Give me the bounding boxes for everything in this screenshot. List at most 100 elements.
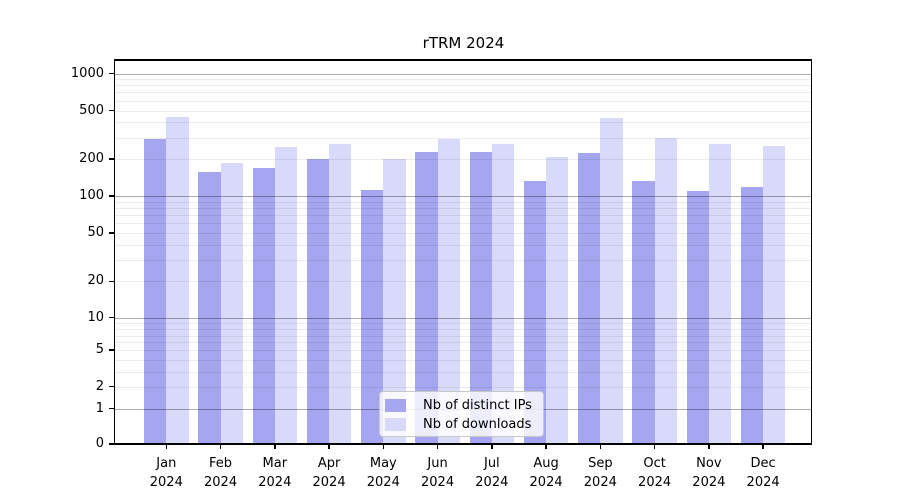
legend-item-distinct-ips: Nb of distinct IPs: [385, 396, 543, 415]
x-tick-mark: [328, 444, 330, 449]
x-tick-mark: [165, 444, 168, 449]
gridline-minor: [115, 79, 812, 81]
x-tick-mark: [219, 444, 222, 449]
gridline-minor: [115, 122, 812, 124]
x-tick-mark: [653, 444, 656, 449]
gridline-minor: [115, 214, 812, 216]
y-tick-mark: [109, 316, 115, 319]
gridline-minor: [115, 281, 812, 283]
gridline-minor: [115, 342, 812, 343]
y-tick-label: 0: [95, 436, 104, 451]
bar-distinct-ips-oct: [632, 181, 655, 444]
y-tick-mark: [109, 349, 115, 351]
legend-label-distinct-ips: Nb of distinct IPs: [423, 398, 532, 413]
y-tick-label: 50: [87, 224, 104, 240]
gridline-minor: [115, 110, 812, 112]
bar-downloads-jul: [491, 144, 515, 444]
y-tick-label: 200: [79, 151, 104, 167]
gridline-minor: [115, 159, 812, 161]
legend-swatch-downloads: [385, 418, 406, 431]
axis-spine-bottom: [113, 443, 813, 445]
gridline-major: [115, 317, 812, 319]
y-tick-mark: [109, 195, 115, 197]
x-tick-label: Nov 2024: [692, 456, 726, 490]
gridline-minor: [115, 85, 812, 87]
legend-label-downloads: Nb of downloads: [423, 417, 532, 432]
x-tick-mark: [491, 444, 493, 449]
gridline-minor: [115, 137, 812, 139]
x-tick-label: Sep 2024: [583, 456, 617, 490]
gridline-minor: [115, 386, 812, 388]
gridline-minor: [115, 350, 812, 351]
y-tick-mark: [109, 109, 115, 112]
y-tick-label: 1: [95, 400, 104, 416]
y-tick-mark: [109, 232, 115, 234]
gridline-minor: [115, 100, 812, 102]
bar-distinct-ips-aug: [523, 181, 547, 444]
x-tick-label: Apr 2024: [312, 456, 346, 490]
chart-title: rTRM 2024: [422, 34, 505, 52]
y-tick-mark: [109, 72, 115, 75]
gridline-minor: [115, 323, 812, 324]
y-tick-label: 100: [79, 188, 104, 203]
bar-downloads-aug: [546, 156, 569, 444]
x-tick-mark: [382, 444, 385, 449]
x-tick-label: Dec 2024: [746, 456, 780, 490]
x-tick-mark: [599, 444, 602, 449]
gridline-minor: [115, 371, 812, 373]
bar-distinct-ips-jul: [469, 151, 492, 444]
gridline-minor: [115, 260, 812, 262]
gridline-major: [115, 196, 812, 197]
axis-spine-left: [113, 59, 116, 445]
y-tick-mark: [109, 443, 115, 445]
y-tick-label: 2: [95, 378, 104, 394]
bar-downloads-mar: [274, 147, 298, 444]
x-tick-label: Jul 2024: [475, 456, 509, 490]
bar-downloads-dec: [763, 145, 786, 444]
gridline-minor: [115, 201, 812, 203]
axis-spine-right: [810, 59, 813, 445]
bar-downloads-sep: [600, 117, 623, 444]
x-tick-label: Jun 2024: [421, 456, 455, 490]
y-tick-mark: [109, 385, 115, 388]
bar-distinct-ips-jun: [415, 151, 438, 444]
y-tick-label: 10: [87, 309, 104, 325]
x-tick-label: Jan 2024: [149, 456, 183, 490]
y-tick-mark: [109, 280, 115, 283]
x-tick-mark: [708, 444, 710, 449]
y-tick-mark: [109, 407, 115, 410]
gridline-minor: [115, 244, 812, 246]
x-tick-label: Aug 2024: [529, 456, 563, 490]
y-tick-mark: [109, 158, 115, 160]
x-tick-label: Feb 2024: [204, 456, 238, 490]
gridline-major: [115, 73, 812, 75]
legend: Nb of distinct IPs Nb of downloads: [379, 391, 544, 437]
bar-downloads-may: [383, 159, 406, 444]
bar-downloads-jun: [437, 138, 460, 444]
axis-spine-top: [113, 59, 813, 61]
y-tick-label: 500: [79, 102, 104, 118]
bar-distinct-ips-may: [361, 189, 384, 444]
y-tick-label: 1000: [70, 65, 104, 81]
bar-distinct-ips-jan: [144, 139, 167, 444]
legend-swatch-distinct-ips: [385, 399, 406, 412]
bar-downloads-apr: [329, 144, 352, 444]
bar-distinct-ips-apr: [306, 159, 330, 444]
gridline-minor: [115, 360, 812, 361]
x-tick-label: Mar 2024: [258, 456, 292, 490]
y-tick-label: 20: [87, 273, 104, 289]
gridline-minor: [115, 207, 812, 209]
bar-distinct-ips-sep: [578, 152, 601, 444]
bar-distinct-ips-feb: [198, 171, 221, 444]
gridline-minor: [115, 336, 812, 337]
bar-downloads-jan: [166, 116, 189, 444]
bar-distinct-ips-mar: [252, 168, 275, 444]
y-tick-label: 5: [95, 342, 104, 357]
bar-downloads-feb: [220, 162, 243, 444]
x-tick-mark: [436, 444, 439, 449]
x-tick-label: Oct 2024: [638, 456, 672, 490]
gridline-minor: [115, 329, 812, 330]
x-tick-mark: [762, 444, 764, 449]
bar-downloads-oct: [654, 137, 677, 444]
